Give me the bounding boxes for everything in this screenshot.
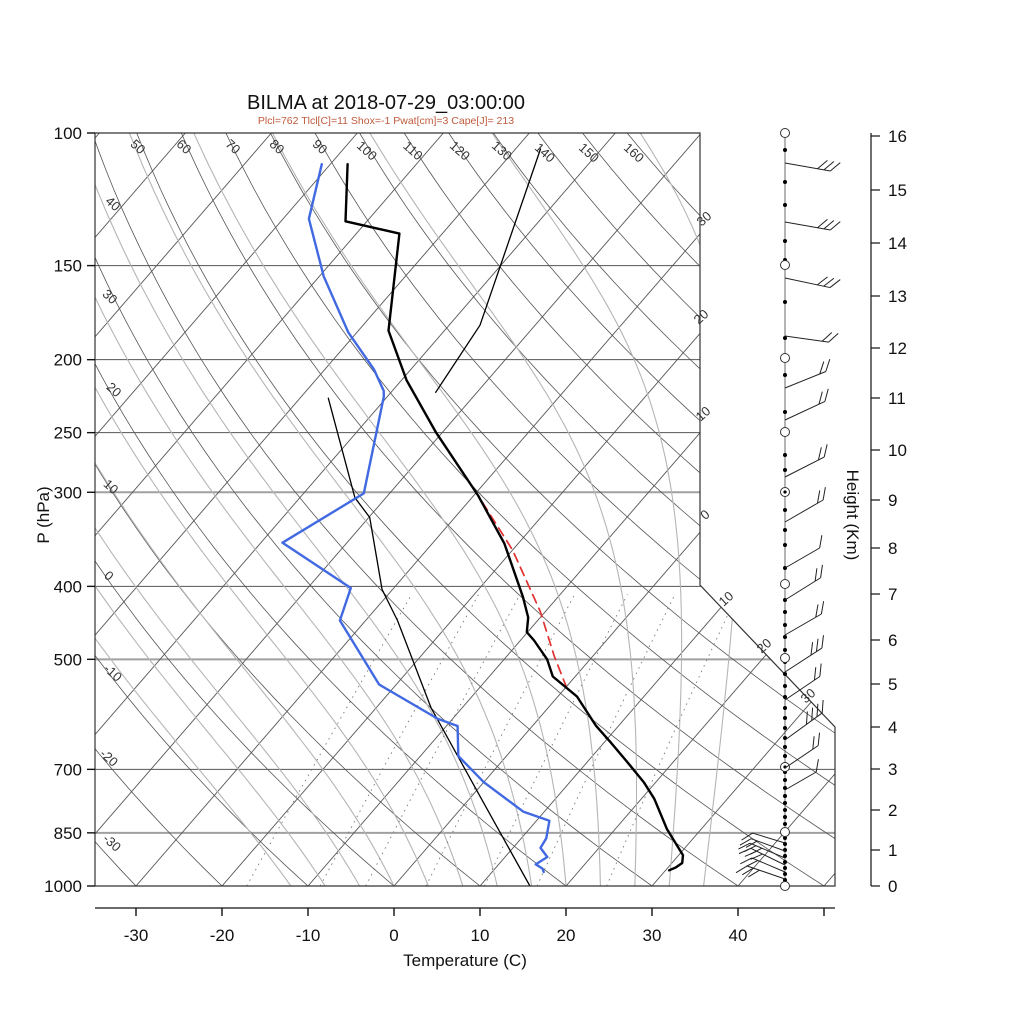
svg-text:4: 4 [888,718,897,737]
svg-text:20: 20 [104,379,125,400]
svg-text:2: 2 [888,801,897,820]
svg-text:20: 20 [691,306,712,327]
svg-text:2: 2 [322,0,328,3]
parcel-moist-adiabat-line [327,397,531,886]
indices-subtitle: Plcl=762 Tlcl[C]=11 Shox=-1 Pwat[cm]=3 C… [257,115,515,127]
svg-text:7: 7 [888,585,897,604]
svg-text:5: 5 [888,675,897,694]
svg-text:400: 400 [54,577,82,596]
svg-text:1: 1 [888,841,897,860]
svg-text:11: 11 [888,389,906,408]
svg-text:-20: -20 [210,926,235,945]
svg-text:13: 13 [888,287,907,306]
svg-text:8: 8 [489,0,495,3]
svg-text:10: 10 [716,588,737,609]
svg-text:-10: -10 [296,926,321,945]
svg-text:70: 70 [223,136,244,157]
page-title: BILMA at 2018-07-29_03:00:00 [247,92,525,114]
svg-text:6: 6 [888,631,897,650]
svg-text:30: 30 [694,208,715,229]
svg-text:-10: -10 [101,661,125,685]
svg-text:3: 3 [369,0,375,3]
svg-text:20: 20 [357,0,373,4]
svg-text:850: 850 [54,824,82,843]
temperature-axis-label: Temperature (C) [403,951,527,970]
svg-text:24: 24 [442,0,458,4]
svg-text:-20: -20 [97,746,121,770]
svg-text:-30: -30 [124,926,149,945]
svg-text:150: 150 [576,140,602,166]
dewpoint-curve [281,163,551,874]
svg-text:250: 250 [54,424,82,443]
svg-text:12: 12 [888,339,907,358]
plot-frame [94,132,836,887]
svg-text:100: 100 [54,124,82,143]
svg-text:60: 60 [174,136,195,157]
svg-text:500: 500 [54,650,82,669]
svg-text:0: 0 [389,926,398,945]
parcel-upper-line [435,148,542,393]
svg-text:700: 700 [54,760,82,779]
svg-text:8: 8 [888,539,897,558]
svg-text:5: 5 [429,0,435,3]
svg-text:12: 12 [536,0,548,3]
svg-text:10: 10 [471,926,490,945]
svg-text:8: 8 [154,0,162,4]
temperature-curve [344,163,685,872]
svg-text:130: 130 [489,138,515,164]
svg-text:20: 20 [557,926,576,945]
svg-text:10: 10 [101,476,122,497]
svg-text:300: 300 [54,483,82,502]
parcel-cape-path-dashed [477,494,568,689]
svg-text:20: 20 [604,0,616,3]
svg-text:200: 200 [54,351,82,370]
svg-text:10: 10 [888,441,907,460]
svg-text:30: 30 [643,926,662,945]
height-axis-label: Height (Km) [843,469,862,561]
svg-text:15: 15 [888,181,907,200]
svg-text:0: 0 [888,877,897,896]
svg-text:110: 110 [400,138,425,163]
svg-text:160: 160 [621,140,647,166]
svg-text:80: 80 [267,136,288,157]
svg-text:1: 1 [250,0,256,3]
svg-text:10: 10 [693,403,714,424]
svg-text:120: 120 [447,138,473,164]
svg-text:9: 9 [888,491,897,510]
svg-text:12: 12 [206,0,222,4]
svg-text:16: 16 [278,0,294,4]
wind-barb-column [735,128,841,891]
svg-text:30: 30 [798,685,819,706]
svg-text:16: 16 [888,127,907,146]
svg-text:28: 28 [537,0,553,4]
svg-text:20: 20 [754,635,775,656]
sounding-series [281,148,685,886]
svg-text:3: 3 [888,760,897,779]
svg-text:14: 14 [888,234,907,253]
svg-text:150: 150 [54,257,82,276]
svg-text:1000: 1000 [44,877,82,896]
svg-text:40: 40 [729,926,748,945]
svg-text:32: 32 [635,0,651,4]
pressure-axis-label: P (hPa) [34,486,53,544]
